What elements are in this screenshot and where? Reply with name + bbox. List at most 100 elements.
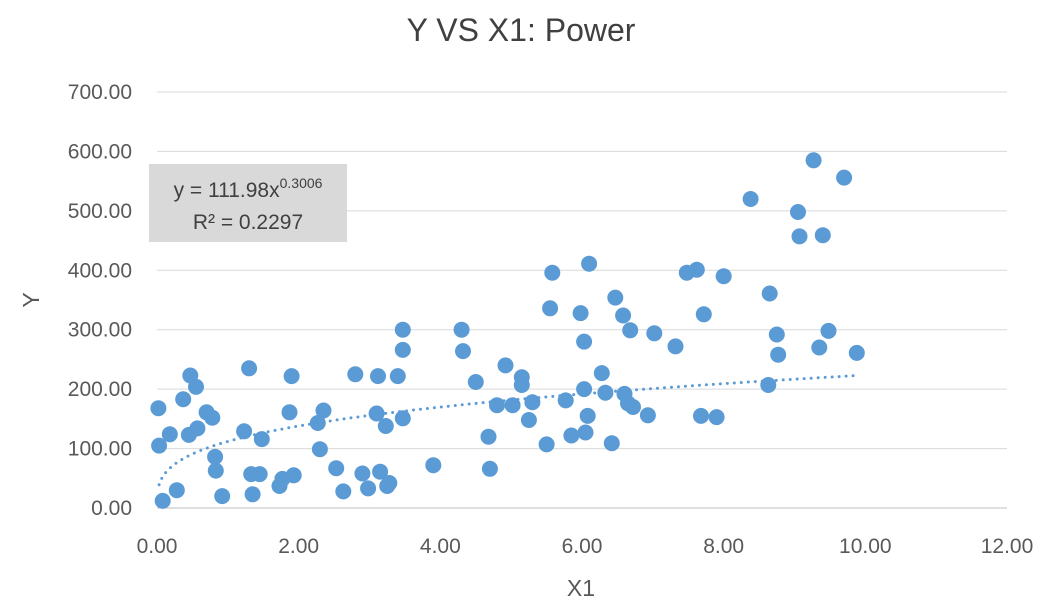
- data-point: [455, 343, 471, 360]
- data-point: [453, 321, 470, 338]
- data-point: [188, 378, 204, 395]
- x-tick-label: 4.00: [420, 535, 461, 558]
- data-point: [251, 466, 268, 483]
- data-point: [285, 467, 302, 484]
- equation-prefix: y = 111.98x: [174, 179, 281, 202]
- data-point: [504, 397, 521, 414]
- data-point: [360, 480, 377, 497]
- data-point: [695, 306, 712, 323]
- data-point: [667, 338, 684, 355]
- data-point: [768, 326, 785, 343]
- data-point: [742, 191, 759, 207]
- data-point: [236, 423, 253, 440]
- data-point: [151, 437, 168, 454]
- y-tick-label: 300.00: [68, 319, 132, 342]
- data-point: [315, 402, 332, 419]
- data-point: [836, 169, 853, 186]
- y-tick-label: 400.00: [68, 259, 132, 282]
- data-point: [253, 431, 270, 448]
- data-point: [820, 322, 837, 339]
- data-point: [557, 392, 574, 409]
- data-point: [189, 420, 206, 437]
- data-point: [572, 305, 589, 322]
- x-tick-label: 2.00: [278, 535, 319, 558]
- data-point: [241, 360, 258, 377]
- data-point: [576, 381, 593, 398]
- data-point: [563, 427, 580, 444]
- data-point: [542, 300, 559, 317]
- data-point: [394, 321, 411, 338]
- data-point: [244, 486, 261, 503]
- x-axis-ticks: 0.00 2.00 4.00 6.00 8.00 10.00 12.00: [137, 535, 1034, 558]
- x-tick-label: 10.00: [839, 535, 892, 558]
- data-point: [581, 255, 598, 272]
- x-axis-label: X1: [567, 575, 595, 601]
- data-point: [168, 482, 185, 499]
- data-point: [513, 369, 530, 386]
- data-point: [377, 418, 394, 434]
- data-point: [370, 368, 386, 385]
- y-tick-label: 200.00: [68, 378, 132, 401]
- data-point: [372, 463, 389, 480]
- y-tick-label: 700.00: [68, 81, 132, 104]
- data-point: [480, 428, 497, 445]
- y-axis-label: Y: [18, 292, 44, 307]
- data-point: [309, 415, 326, 431]
- x-tick-label: 12.00: [981, 535, 1034, 558]
- data-point: [708, 409, 725, 426]
- data-point: [544, 264, 561, 281]
- data-point: [579, 407, 596, 424]
- y-tick-label: 500.00: [68, 200, 132, 223]
- data-point: [394, 341, 411, 358]
- data-point: [489, 397, 505, 414]
- power-trendline: [157, 374, 859, 487]
- data-point: [625, 399, 641, 415]
- data-point: [848, 344, 865, 361]
- x-tick-label: 6.00: [562, 535, 603, 558]
- y-axis-ticks: 0.00 100.00 200.00 300.00 400.00 500.00 600.00…: [68, 81, 132, 520]
- data-point: [425, 457, 442, 474]
- data-point: [597, 384, 614, 401]
- data-point: [646, 325, 663, 342]
- data-point: [814, 227, 831, 244]
- data-point: [207, 462, 224, 479]
- data-point: [693, 407, 709, 424]
- data-point: [381, 475, 398, 491]
- data-point: [593, 365, 610, 382]
- data-point: [811, 339, 828, 356]
- data-point: [389, 368, 406, 385]
- data-point: [615, 307, 632, 324]
- gridlines: [157, 91, 1007, 509]
- data-points: [150, 152, 865, 509]
- data-point: [311, 441, 328, 458]
- data-point: [175, 391, 192, 408]
- data-point: [520, 412, 537, 428]
- data-point: [715, 268, 732, 285]
- data-point: [335, 483, 352, 500]
- data-point: [204, 409, 221, 426]
- chart-title: Y VS X1: Power: [407, 12, 636, 48]
- data-point: [497, 357, 514, 374]
- data-point: [481, 460, 498, 477]
- data-point: [538, 436, 555, 453]
- x-tick-label: 0.00: [137, 535, 178, 558]
- trendline-equation-box: y = 111.98x0.3006 R² = 0.2297: [149, 164, 347, 242]
- data-point: [524, 394, 541, 411]
- x-tick-label: 8.00: [703, 535, 744, 558]
- data-point: [467, 374, 484, 390]
- trendline-equation: y = 111.98x0.3006: [174, 175, 323, 202]
- data-point: [283, 368, 300, 385]
- data-point: [790, 204, 806, 220]
- data-point: [770, 346, 787, 363]
- equation-exponent: 0.3006: [280, 175, 323, 191]
- data-point: [622, 322, 639, 339]
- data-point: [354, 465, 371, 482]
- y-tick-label: 600.00: [68, 140, 132, 163]
- data-point: [161, 426, 178, 443]
- data-point: [347, 366, 364, 383]
- data-point: [328, 460, 345, 477]
- data-point: [639, 407, 656, 424]
- data-point: [760, 377, 777, 393]
- data-point: [791, 228, 808, 245]
